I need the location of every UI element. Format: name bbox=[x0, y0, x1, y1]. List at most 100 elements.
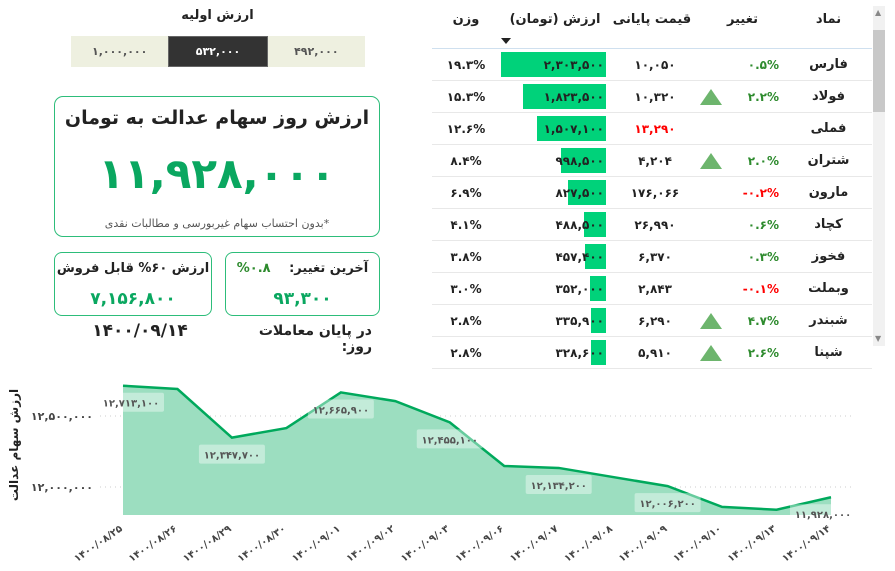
data-label: ۱۱,۹۲۸,۰۰۰ bbox=[795, 510, 851, 521]
symbol-cell[interactable]: مارون bbox=[808, 185, 849, 200]
value-cell: ۱,۸۲۳,۵۰۰ bbox=[500, 81, 610, 112]
table-row[interactable]: فولاد ۲.۲% ۱۰,۳۲۰ ۱,۸۲۳,۵۰۰ ۱۵.۳% bbox=[432, 81, 872, 113]
y-axis-title: ارزش سهام عدالت bbox=[7, 389, 22, 501]
header-value[interactable]: ارزش (تومان) bbox=[509, 12, 601, 27]
sellable-value: ۷,۱۵۶,۸۰۰ bbox=[90, 289, 176, 309]
sellable-value-card: ارزش ۶۰% قابل فروش ۷,۱۵۶,۸۰۰ bbox=[54, 252, 212, 316]
table-row[interactable]: شبندر ۴.۷% ۶,۲۹۰ ۳۳۵,۹۰۰ ۲.۸% bbox=[432, 305, 872, 337]
value-cell: ۴۵۷,۴۰۰ bbox=[500, 241, 610, 272]
weight-cell: ۲.۸% bbox=[450, 345, 482, 360]
scroll-down-icon[interactable]: ▼ bbox=[875, 334, 882, 343]
last-change-title: آخرین تغییر: bbox=[289, 261, 369, 276]
up-triangle-icon bbox=[700, 152, 722, 169]
symbol-cell[interactable]: کچاد bbox=[814, 217, 843, 232]
change-cell: ۲.۲% bbox=[700, 81, 785, 112]
initial-option-492000[interactable]: ۴۹۲,۰۰۰ bbox=[267, 36, 365, 67]
header-weight[interactable]: وزن bbox=[452, 12, 480, 27]
data-label-box bbox=[307, 399, 374, 419]
scrollbar-thumb[interactable] bbox=[873, 30, 885, 112]
weight-cell: ۲.۸% bbox=[450, 313, 482, 328]
value-history-chart: ۱۲,۰۰۰,۰۰۰ ۱۲,۵۰۰,۰۰۰ ۱۲,۷۱۳,۱۰۰ ۱۲,۳۴۷,۷۰۰… bbox=[7, 384, 856, 565]
change-cell: -۰.۲% bbox=[700, 177, 785, 208]
scroll-up-icon[interactable]: ▲ bbox=[875, 8, 882, 17]
symbol-cell[interactable]: فارس bbox=[809, 57, 848, 72]
symbol-cell[interactable]: وبملت bbox=[808, 281, 849, 296]
value-bar bbox=[501, 52, 606, 77]
value-bar bbox=[560, 148, 606, 173]
change-value: ۴.۷% bbox=[747, 313, 779, 328]
symbol-cell[interactable]: شبندر bbox=[809, 313, 848, 328]
y-tick-label: ۱۲,۵۰۰,۰۰۰ bbox=[31, 410, 93, 423]
data-label: ۱۲,۱۳۴,۲۰۰ bbox=[530, 481, 586, 492]
data-label-box bbox=[525, 474, 592, 494]
x-tick-label: ۱۴۰۰/۰۹/۰۶ bbox=[454, 523, 506, 564]
data-label: ۱۲,۴۵۵,۱۰۰ bbox=[422, 435, 478, 446]
change-value: -۰.۲% bbox=[742, 185, 779, 200]
last-change-label: آخرین تغییر: ۰.۸% bbox=[226, 261, 379, 276]
card-title: ارزش روز سهام عدالت به تومان bbox=[64, 107, 370, 129]
weight-cell: ۱۵.۳% bbox=[446, 89, 486, 104]
change-cell bbox=[700, 113, 785, 144]
table-row[interactable]: فخوز ۰.۳% ۶,۳۷۰ ۴۵۷,۴۰۰ ۳.۸% bbox=[432, 241, 872, 273]
price-cell: ۱۰,۰۵۰ bbox=[634, 57, 676, 72]
x-tick-label: ۱۴۰۰/۰۹/۱۰ bbox=[672, 523, 724, 564]
header-change[interactable]: تغییر bbox=[727, 12, 758, 27]
table-row[interactable]: شتران ۲.۰% ۴,۲۰۴ ۹۹۸,۵۰۰ ۸.۴% bbox=[432, 145, 872, 177]
value-bar bbox=[537, 116, 606, 141]
symbol-cell[interactable]: شتران bbox=[807, 153, 850, 168]
change-value: ۲.۲% bbox=[747, 89, 779, 104]
weight-cell: ۸.۴% bbox=[450, 153, 482, 168]
value-cell: ۱,۵۰۷,۱۰۰ bbox=[500, 113, 610, 144]
x-tick-label: ۱۴۰۰/۰۹/۱۴ bbox=[780, 523, 832, 564]
table-row[interactable]: کچاد ۰.۶% ۲۶,۹۹۰ ۴۸۸,۵۰۰ ۴.۱% bbox=[432, 209, 872, 241]
change-cell: -۰.۱% bbox=[700, 273, 785, 304]
initial-option-532000[interactable]: ۵۳۲,۰۰۰ bbox=[168, 36, 268, 67]
change-cell: ۰.۶% bbox=[700, 209, 785, 240]
value-bar bbox=[591, 340, 606, 365]
change-value: -۰.۱% bbox=[742, 281, 779, 296]
change-cell: ۲.۶% bbox=[700, 337, 785, 368]
x-tick-label: ۱۴۰۰/۰۸/۳۰ bbox=[236, 523, 288, 564]
price-cell: ۱۰,۳۲۰ bbox=[634, 89, 676, 104]
header-symbol[interactable]: نماد bbox=[815, 12, 842, 27]
last-change-value: ۹۳,۳۰۰ bbox=[273, 289, 332, 309]
x-tick-label: ۱۴۰۰/۰۹/۰۳ bbox=[399, 523, 451, 564]
value-bar bbox=[585, 244, 606, 269]
symbol-cell[interactable]: فخوز bbox=[811, 249, 846, 264]
table-header: نماد تغییر قیمت پایانی ارزش (تومان) وزن bbox=[432, 0, 872, 49]
up-triangle-icon bbox=[700, 88, 722, 105]
table-row[interactable]: فملی ۱۳,۲۹۰ ۱,۵۰۷,۱۰۰ ۱۲.۶% bbox=[432, 113, 872, 145]
change-value: ۲.۶% bbox=[747, 345, 779, 360]
up-triangle-icon bbox=[700, 312, 722, 329]
price-cell: ۵,۹۱۰ bbox=[638, 345, 672, 360]
header-price[interactable]: قیمت پایانی bbox=[612, 12, 692, 27]
value-text: ۴۵۷,۴۰۰ bbox=[555, 249, 604, 264]
value-text: ۹۹۸,۵۰۰ bbox=[555, 153, 604, 168]
value-bar bbox=[589, 276, 606, 301]
value-cell: ۸۲۷,۵۰۰ bbox=[500, 177, 610, 208]
area-fill bbox=[123, 385, 831, 515]
value-text: ۲,۳۰۳,۵۰۰ bbox=[543, 57, 604, 72]
trading-day-label: در پایان معاملات روز: bbox=[258, 323, 372, 355]
up-triangle-icon bbox=[700, 344, 722, 361]
symbol-cell[interactable]: فولاد bbox=[811, 89, 845, 104]
table-row[interactable]: شپنا ۲.۶% ۵,۹۱۰ ۳۲۸,۶۰۰ ۲.۸% bbox=[432, 337, 872, 369]
last-change-card: آخرین تغییر: ۰.۸% ۹۳,۳۰۰ bbox=[225, 252, 380, 316]
price-cell: ۱۷۶,۰۶۶ bbox=[630, 185, 680, 200]
series-line bbox=[122, 384, 832, 511]
initial-option-1000000[interactable]: ۱,۰۰۰,۰۰۰ bbox=[71, 36, 169, 67]
data-label: ۱۲,۳۴۷,۷۰۰ bbox=[204, 451, 260, 462]
x-tick-label: ۱۴۰۰/۰۹/۰۷ bbox=[508, 523, 560, 564]
sort-desc-icon[interactable] bbox=[501, 38, 511, 44]
data-label: ۱۲,۷۱۳,۱۰۰ bbox=[103, 399, 159, 410]
symbol-cell[interactable]: فملی bbox=[810, 121, 847, 136]
value-text: ۱,۵۰۷,۱۰۰ bbox=[543, 121, 604, 136]
data-label-box bbox=[634, 493, 701, 513]
table-row[interactable]: فارس ۰.۵% ۱۰,۰۵۰ ۲,۳۰۳,۵۰۰ ۱۹.۳% bbox=[432, 49, 872, 81]
table-row[interactable]: وبملت -۰.۱% ۲,۸۴۳ ۳۵۲,۰۰۰ ۳.۰% bbox=[432, 273, 872, 305]
value-cell: ۳۲۸,۶۰۰ bbox=[500, 337, 610, 368]
data-label: ۱۲,۰۰۶,۲۰۰ bbox=[639, 499, 695, 510]
table-body: فارس ۰.۵% ۱۰,۰۵۰ ۲,۳۰۳,۵۰۰ ۱۹.۳% فولاد ۲.… bbox=[432, 49, 872, 369]
table-row[interactable]: مارون -۰.۲% ۱۷۶,۰۶۶ ۸۲۷,۵۰۰ ۶.۹% bbox=[432, 177, 872, 209]
symbol-cell[interactable]: شپنا bbox=[814, 345, 843, 360]
